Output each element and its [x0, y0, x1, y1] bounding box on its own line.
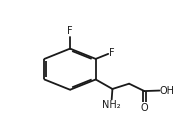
Text: O: O: [141, 103, 148, 113]
Text: OH: OH: [160, 85, 175, 95]
Text: NH₂: NH₂: [102, 100, 121, 110]
Text: F: F: [109, 48, 115, 58]
Text: F: F: [67, 26, 73, 36]
